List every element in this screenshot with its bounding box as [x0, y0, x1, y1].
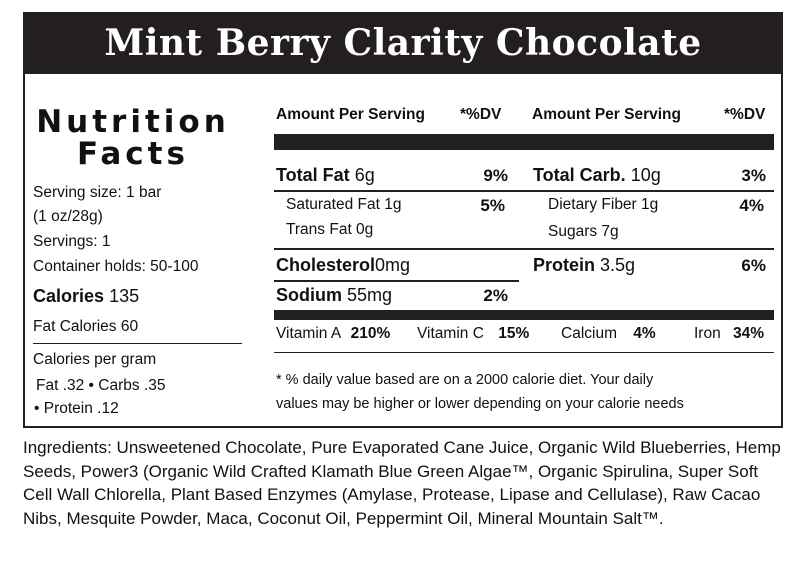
total-carb-amount: 10g	[630, 165, 661, 185]
trans-fat: Trans Fat 0g	[286, 221, 374, 238]
protein-row: Protein 3.5g	[533, 255, 635, 276]
calories-divider	[33, 343, 242, 344]
total-fat-amount: 6g	[354, 165, 375, 185]
amount-per-serving-left: Amount Per Serving	[276, 106, 425, 123]
cholesterol-rule	[274, 248, 774, 250]
total-fat-dv: 9%	[483, 166, 508, 185]
serving-size-line1: Serving size: 1 bar	[33, 184, 162, 201]
total-fat-row: Total Fat 6g	[276, 165, 375, 186]
dietary-fiber: Dietary Fiber 1g	[548, 196, 659, 213]
sodium-dv: 2%	[483, 286, 508, 305]
footnote-line2: values may be higher or lower depending …	[276, 396, 684, 412]
vitamin-a-label: Vitamin A	[276, 325, 341, 342]
product-title: Mint Berry Clarity Chocolate	[104, 22, 702, 64]
total-carb-label: Total Carb.	[533, 165, 626, 185]
saturated-fat-dv: 5%	[480, 196, 505, 215]
total-carb-dv: 3%	[741, 166, 766, 185]
vitamin-c: Vitamin C 15%	[417, 325, 529, 343]
iron-label: Iron	[694, 325, 721, 342]
protein-amount: 3.5g	[600, 255, 636, 275]
calories-label: Calories	[33, 286, 105, 306]
vitamin-c-dv: 15%	[498, 325, 530, 342]
total-carb-row: Total Carb. 10g	[533, 165, 661, 186]
amount-per-serving-right: Amount Per Serving	[532, 106, 681, 123]
protein-label: Protein	[533, 255, 596, 275]
dietary-fiber-dv: 4%	[739, 196, 764, 215]
total-fat-label: Total Fat	[276, 165, 350, 185]
saturated-fat: Saturated Fat 1g	[286, 196, 402, 213]
calcium-label: Calcium	[561, 325, 617, 342]
sodium-label: Sodium	[276, 285, 342, 305]
nutrition-heading-line2: Facts	[77, 136, 189, 172]
footnote-line1: * % daily value based are on a 2000 calo…	[276, 372, 654, 388]
protein-dv: 6%	[741, 256, 766, 275]
calories-per-gram-line1: Fat .32 • Carbs .35	[36, 377, 166, 394]
total-fat-rule	[274, 190, 774, 192]
ingredients-text: Ingredients: Unsweetened Chocolate, Pure…	[23, 438, 781, 528]
serving-size-line2: (1 oz/28g)	[33, 208, 103, 225]
header-thick-rule	[274, 134, 774, 150]
nutrition-panel	[23, 74, 783, 428]
fat-calories: Fat Calories 60	[33, 318, 139, 335]
iron-dv: 34%	[733, 325, 765, 342]
calories-per-gram-line2: • Protein .12	[34, 400, 119, 417]
iron: Iron 34%	[694, 325, 764, 343]
cholesterol-label: Cholesterol	[276, 255, 376, 275]
dv-header-right: *%DV	[724, 106, 766, 123]
product-title-bar: Mint Berry Clarity Chocolate	[23, 12, 783, 74]
calories-value: 135	[109, 286, 140, 306]
sodium-rule	[274, 280, 519, 282]
calories-per-gram-heading: Calories per gram	[33, 351, 157, 368]
vitamin-a: Vitamin A 210%	[276, 325, 390, 343]
sodium-row: Sodium 55mg	[276, 285, 392, 306]
nutrition-heading-line1: Nutrition	[36, 104, 230, 140]
dv-header-left: *%DV	[460, 106, 502, 123]
cholesterol-row: Cholesterol0mg	[276, 255, 410, 276]
calcium: Calcium 4%	[561, 325, 656, 343]
footnote-rule	[274, 352, 774, 353]
vitamins-thick-rule	[274, 310, 774, 320]
sodium-amount: 55mg	[347, 285, 393, 305]
container-holds: Container holds: 50-100	[33, 258, 199, 275]
sugars: Sugars 7g	[548, 223, 619, 240]
calcium-dv: 4%	[633, 325, 656, 342]
cholesterol-amount: 0mg	[375, 255, 411, 275]
vitamin-a-dv: 210%	[350, 325, 391, 342]
vitamin-c-label: Vitamin C	[417, 325, 484, 342]
calories-row: Calories 135	[33, 286, 139, 307]
servings-count: Servings: 1	[33, 233, 111, 250]
